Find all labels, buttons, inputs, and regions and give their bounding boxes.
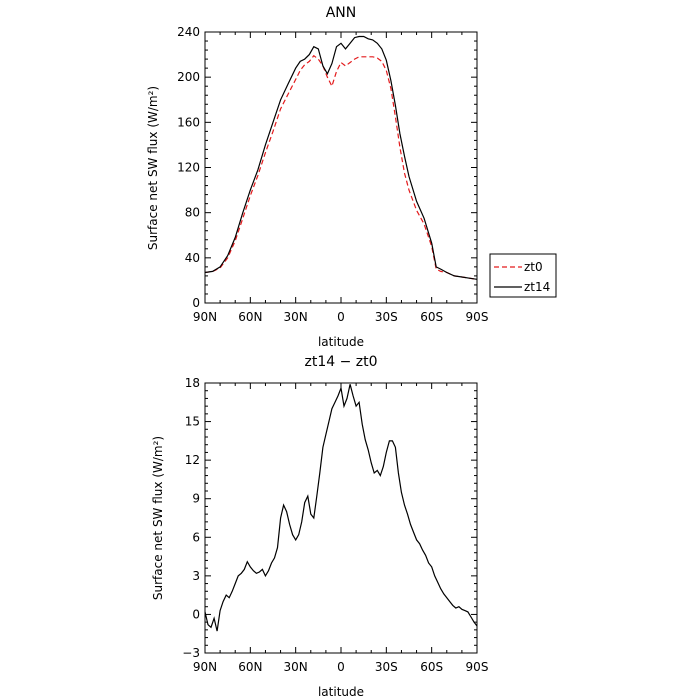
x-tick-label: 30S [375,310,398,324]
y-axis-title: Surface net SW flux (W/m²) [146,86,160,250]
chart-title: ANN [326,5,357,21]
x-tick-label: 90S [466,660,489,674]
y-tick-label: 18 [185,376,200,390]
x-tick-label: 60S [420,660,443,674]
x-tick-label: 30N [284,310,308,324]
y-tick-label: −3 [182,646,200,660]
ticks-layer: 90N 60N 30N 0 30S 60S 90S 0 40 80 120 160 200 240 [177,25,488,324]
series-line-zt14 [204,35,478,280]
legend-label-zt0: zt0 [524,260,543,274]
y-tick-label: 6 [192,530,200,544]
y-tick-label: 80 [185,206,200,220]
series-layer [204,35,478,280]
series-line-difference [204,384,478,632]
chart-title: zt14 − zt0 [304,354,377,370]
x-tick-label: 0 [337,310,345,324]
y-tick-label: 15 [185,415,200,429]
y-tick-label: 0 [192,296,200,310]
y-tick-label: 9 [192,492,200,506]
x-tick-label: 60N [238,660,262,674]
x-tick-label: 90N [193,660,217,674]
legend-label-zt14: zt14 [524,280,550,294]
plot-frame [204,31,478,304]
x-tick-label: 30N [284,660,308,674]
y-tick-label: 12 [185,453,200,467]
series-layer [204,384,478,632]
y-tick-label: 120 [177,161,200,175]
x-tick-label: 0 [337,660,345,674]
x-tick-label: 90S [466,310,489,324]
y-tick-label: 160 [177,115,200,129]
legend-box [489,253,557,298]
legend: zt0 zt14 [489,253,557,298]
x-axis-title: latitude [318,685,364,699]
y-tick-label: 200 [177,70,200,84]
x-tick-label: 90N [193,310,217,324]
x-tick-label: 30S [375,660,398,674]
chart-difference: zt14 − zt0 90N 60N 30N 0 30S 60S 90S −3 0 3 6 9 12 15… [151,354,488,699]
chart-annual-flux: ANN 90N 60N 30N 0 30S 60S 90S 0 40 80 120 160 200 240… [146,5,557,349]
y-tick-label: 40 [185,251,200,265]
x-tick-label: 60S [420,310,443,324]
y-tick-label: 240 [177,25,200,39]
plot-frame [204,382,478,654]
ticks-layer: 90N 60N 30N 0 30S 60S 90S −3 0 3 6 9 12 15 18 [182,376,488,674]
y-tick-label: 0 [192,607,200,621]
x-axis-title: latitude [318,335,364,349]
x-tick-label: 60N [238,310,262,324]
series-line-zt0 [204,54,478,280]
y-axis-title: Surface net SW flux (W/m²) [151,436,165,600]
y-tick-label: 3 [192,569,200,583]
